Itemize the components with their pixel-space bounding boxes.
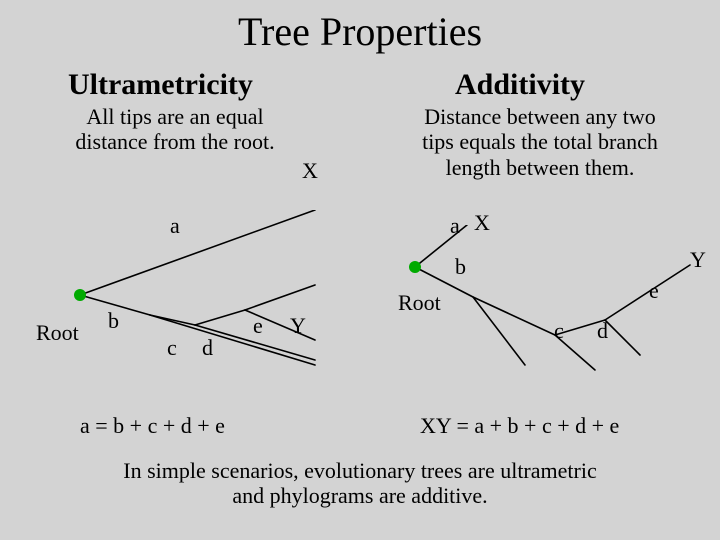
ultrametric-tree bbox=[50, 210, 350, 400]
right-label-root: Root bbox=[398, 290, 441, 316]
left-sub-line1: All tips are an equal bbox=[86, 104, 263, 129]
left-label-b: b bbox=[108, 308, 119, 334]
footer-text: In simple scenarios, evolutionary trees … bbox=[60, 458, 660, 509]
left-label-X: X bbox=[302, 158, 318, 184]
additive-tree bbox=[395, 225, 705, 395]
right-label-a: a bbox=[450, 213, 460, 239]
right-equation: XY = a + b + c + d + e bbox=[420, 413, 619, 439]
left-label-c: c bbox=[167, 335, 177, 361]
page-title: Tree Properties bbox=[0, 8, 720, 55]
right-label-b: b bbox=[455, 254, 466, 280]
footer-line2: and phylograms are additive. bbox=[232, 483, 487, 508]
footer-line1: In simple scenarios, evolutionary trees … bbox=[123, 458, 596, 483]
right-subtitle: Distance between any two tips equals the… bbox=[400, 104, 680, 180]
left-equation: a = b + c + d + e bbox=[80, 413, 225, 439]
right-label-c: c bbox=[554, 318, 564, 344]
right-label-Y: Y bbox=[690, 247, 706, 273]
left-label-d: d bbox=[202, 335, 213, 361]
right-sub-line2: tips equals the total branch bbox=[422, 129, 658, 154]
right-sub-line1: Distance between any two bbox=[424, 104, 656, 129]
left-label-Y: Y bbox=[290, 313, 306, 339]
slide: Tree Properties Ultrametricity All tips … bbox=[0, 0, 720, 540]
right-label-d: d bbox=[597, 318, 608, 344]
left-label-a: a bbox=[170, 213, 180, 239]
right-label-X: X bbox=[474, 210, 490, 236]
left-sub-line2: distance from the root. bbox=[75, 129, 274, 154]
right-heading: Additivity bbox=[455, 68, 585, 102]
left-subtitle: All tips are an equal distance from the … bbox=[40, 104, 310, 155]
right-sub-line3: length between them. bbox=[446, 155, 635, 180]
right-label-e: e bbox=[649, 278, 659, 304]
left-label-e: e bbox=[253, 313, 263, 339]
left-heading: Ultrametricity bbox=[68, 68, 253, 102]
left-label-root: Root bbox=[36, 320, 79, 346]
